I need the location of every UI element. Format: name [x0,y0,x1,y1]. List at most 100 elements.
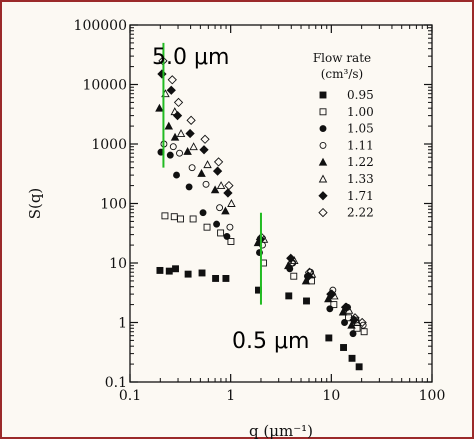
data-point [212,166,223,176]
series-2-22 [158,56,367,328]
annotations: 5.0 μm 0.5 μm [152,42,309,354]
data-point [287,258,297,268]
data-point [338,307,348,316]
data-point [157,69,167,79]
data-point [330,301,338,309]
data-point [355,363,363,371]
data-point [340,344,347,351]
data-point [303,297,310,305]
legend-marker [319,91,327,99]
data-point [173,97,184,108]
data-point [308,277,315,285]
y-tick-label: 10000 [82,78,127,94]
data-point [176,129,186,137]
data-point [166,151,174,159]
data-point [170,213,178,221]
data-point [172,265,179,273]
data-point [350,313,360,323]
data-point [199,209,207,217]
data-point [223,188,233,198]
legend-marker [319,108,327,116]
data-point [301,276,311,285]
legend-title: (cm³/s) [321,67,363,81]
y-tick-label: 10 [109,256,127,272]
data-point [184,270,192,278]
data-point [360,328,368,336]
data-point [227,238,235,245]
data-point [326,289,336,299]
annotation-label: 5.0 μm [152,45,229,70]
data-point [357,317,367,328]
data-point [166,85,176,95]
legend-label: 1.05 [347,122,374,136]
data-point [348,354,356,362]
legend-label: 1.00 [347,105,374,119]
series-0-95 [156,265,363,371]
data-point [176,149,183,157]
data-point [172,110,183,121]
legend-marker [319,141,327,149]
data-point [156,266,164,274]
data-point [216,181,226,190]
data-point [326,305,334,313]
data-point [227,199,236,207]
data-point [169,143,177,151]
data-point [324,294,333,303]
legend-marker [318,157,328,166]
x-tick-label: 10 [322,388,340,404]
y-axis-label: S(q) [26,188,44,220]
data-point [164,121,174,130]
legend-marker [318,207,328,218]
data-point [189,215,197,223]
legend-label: 2.22 [347,206,374,220]
data-point [203,223,211,231]
data-points [155,56,368,371]
data-point [198,269,206,277]
data-point [200,134,210,144]
data-point [202,180,210,188]
data-point [165,267,173,275]
data-point [221,206,230,215]
data-point [155,103,164,112]
data-point [185,128,195,139]
data-point [341,302,352,312]
data-point [340,302,351,312]
data-point [197,168,206,177]
data-point [341,319,348,326]
y-tick-label: 100000 [74,18,127,34]
data-point [347,320,356,329]
series-1-71 [157,69,359,325]
y-tick-label: 1 [118,316,127,332]
legend-marker [319,125,327,133]
data-point [185,183,193,191]
data-point [224,180,234,191]
data-point [213,220,221,228]
legend-label: 1.71 [347,189,374,203]
series-1-00 [161,212,368,336]
legend-marker [318,174,328,183]
data-point [349,330,357,338]
data-point [183,146,192,155]
data-point [177,215,184,223]
data-point [222,274,230,282]
series-1-11 [160,140,367,329]
data-point [327,289,337,299]
data-point [223,232,231,240]
data-point [216,204,224,212]
data-point [203,160,212,169]
data-point [210,185,220,194]
data-point [325,334,333,342]
x-axis-label: q (μm⁻¹) [249,422,313,440]
x-tick-label: 0.1 [119,388,141,404]
data-point [173,171,180,179]
data-point [213,157,224,167]
data-point [226,223,234,231]
legend-label: 1.11 [347,138,374,152]
y-tick-label: 100 [100,197,127,213]
data-point [189,142,198,151]
legend-title: Flow rate [313,51,371,65]
legend: Flow rate (cm³/s) 0.95 1.00 1.05 1.11 1.22 1.33… [313,51,374,220]
x-tick-label: 100 [419,388,446,404]
